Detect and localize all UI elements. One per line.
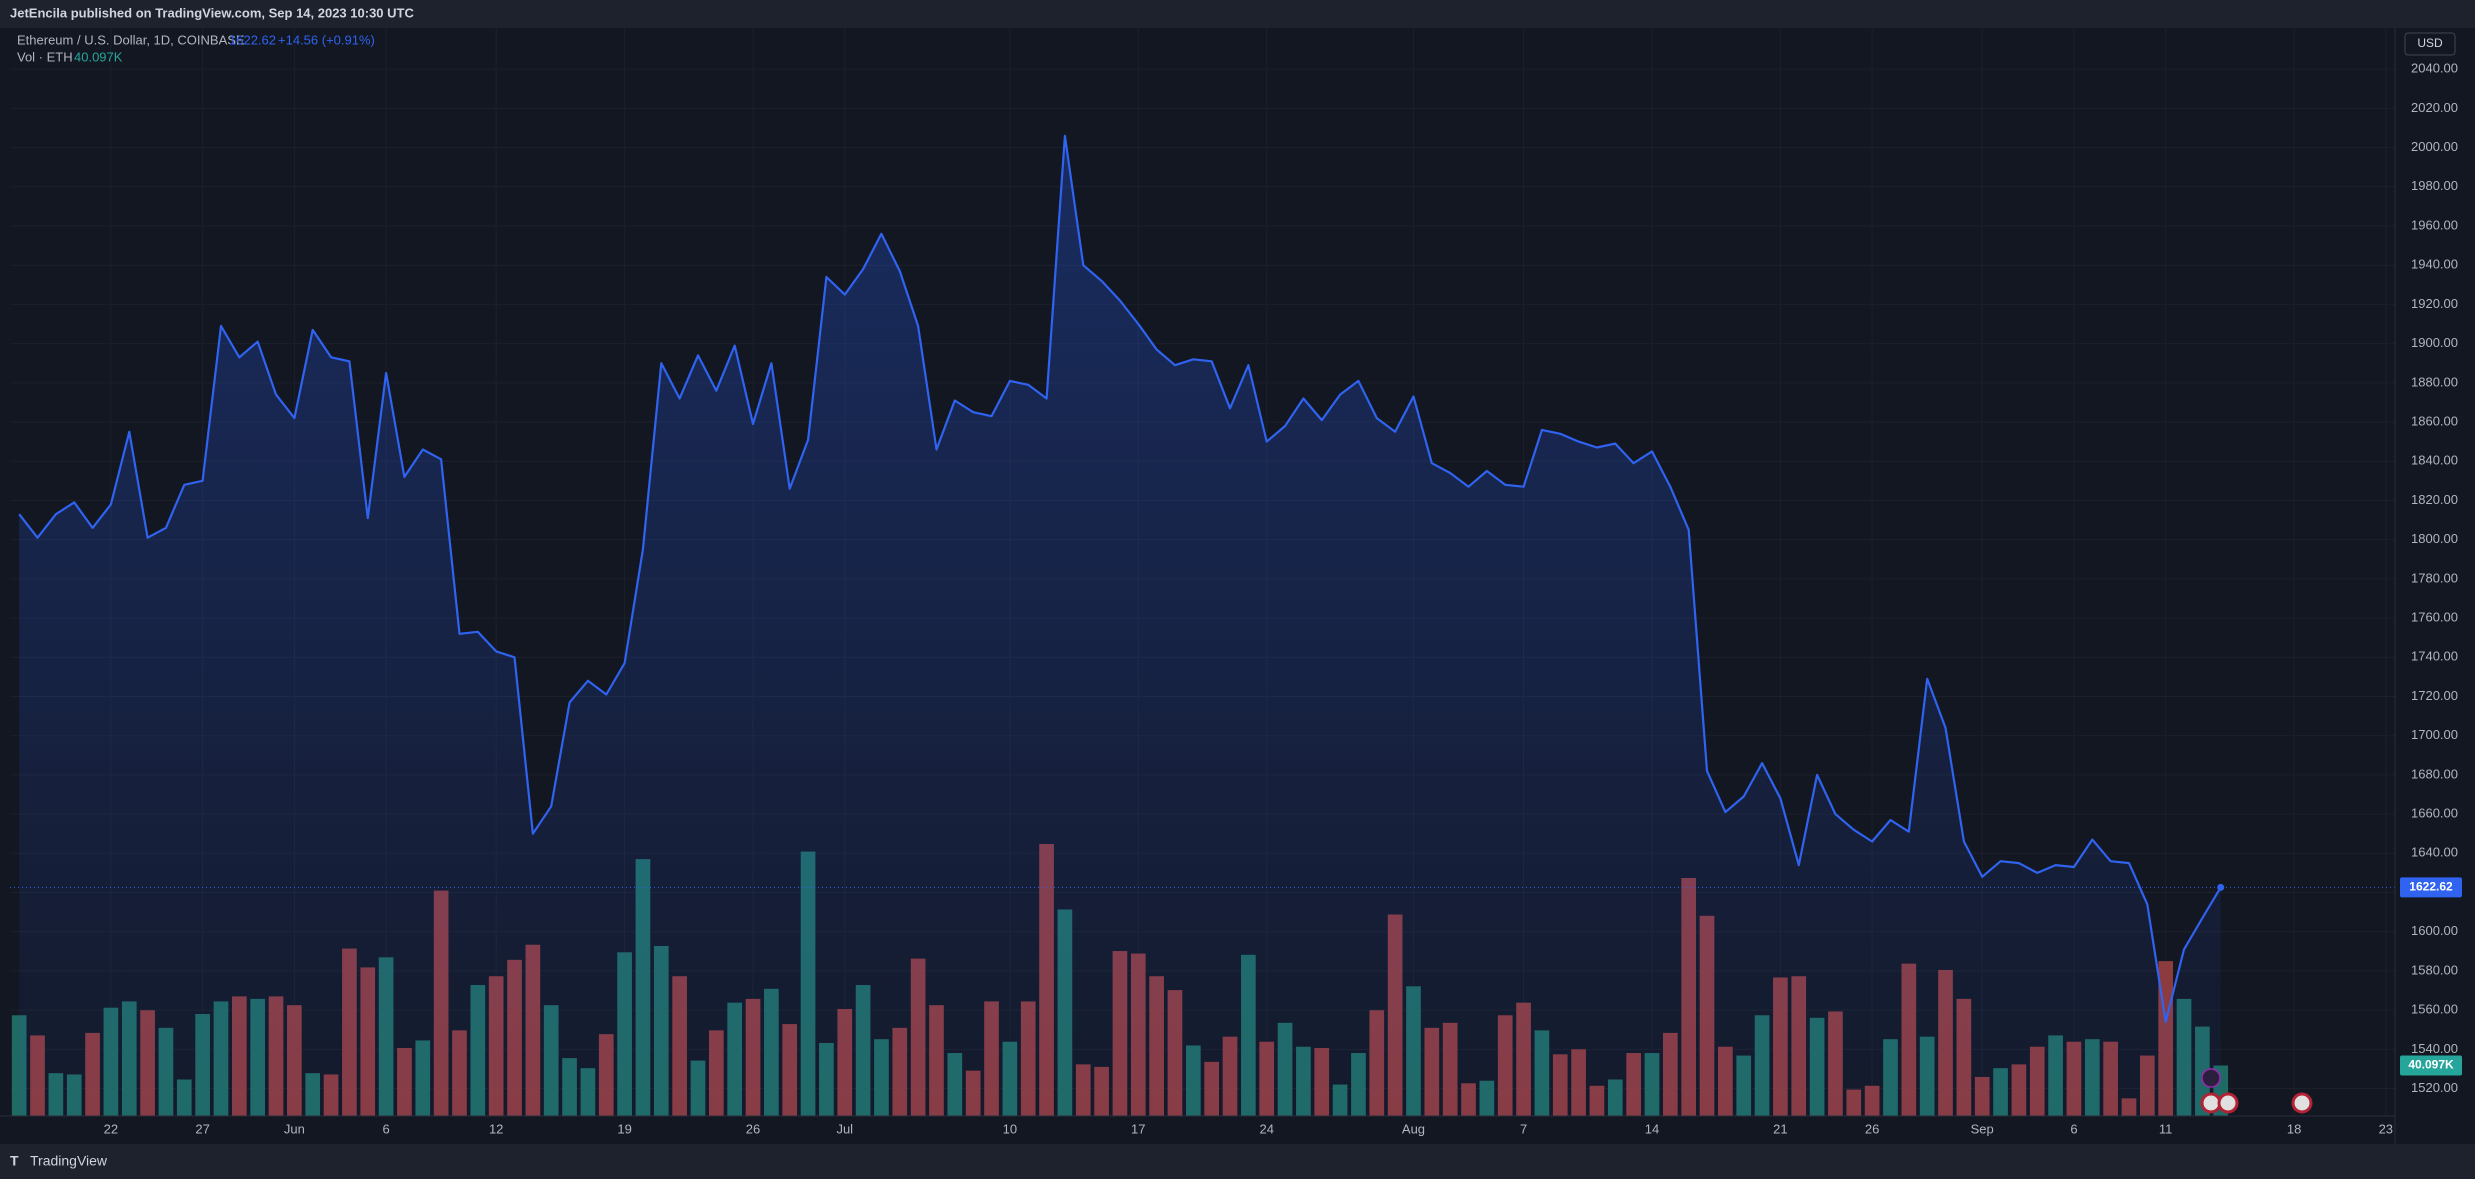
legend-volume: Vol · ETH bbox=[17, 49, 73, 64]
brand: TradingView bbox=[30, 1153, 108, 1169]
x-tick-label: 6 bbox=[2070, 1121, 2077, 1136]
x-tick-label: 17 bbox=[1131, 1121, 1145, 1136]
y-tick-label: 1900.00 bbox=[2411, 335, 2458, 350]
currency: USD bbox=[2417, 36, 2443, 50]
price bbox=[10, 134, 2395, 1117]
x-tick-label: 14 bbox=[1645, 1121, 1659, 1136]
brand-logo: T bbox=[10, 1153, 19, 1169]
x-tick-label: 10 bbox=[1003, 1121, 1017, 1136]
x-tick-label: Jun bbox=[284, 1121, 305, 1136]
last-volume-box bbox=[2400, 1055, 2462, 1076]
currency-box[interactable] bbox=[2404, 32, 2456, 56]
y-tick-label: 1560.00 bbox=[2411, 1002, 2458, 1017]
legend-price: 1622.62 bbox=[229, 32, 276, 47]
event-icon[interactable] bbox=[2200, 1092, 2222, 1114]
y-tick-label: 1820.00 bbox=[2411, 492, 2458, 507]
event-icon[interactable] bbox=[2291, 1092, 2313, 1114]
last-price-dot bbox=[2217, 883, 2225, 891]
price-area bbox=[19, 135, 2221, 1117]
x-tick-label: 7 bbox=[1520, 1121, 1527, 1136]
event-icon[interactable] bbox=[2201, 1068, 2221, 1088]
x-tick-label: 26 bbox=[1865, 1121, 1879, 1136]
y-tick-label: 1980.00 bbox=[2411, 178, 2458, 193]
x-tick-label: 23 bbox=[2379, 1121, 2393, 1136]
x-tick-label: 26 bbox=[746, 1121, 760, 1136]
event-icon[interactable] bbox=[2217, 1092, 2239, 1114]
legend-symbol: Ethereum / U.S. Dollar, 1D, COINBASE bbox=[17, 32, 245, 47]
y-tick-label: 1960.00 bbox=[2411, 217, 2458, 232]
x-tick-label: 18 bbox=[2287, 1121, 2301, 1136]
y-tick-label: 1660.00 bbox=[2411, 806, 2458, 821]
x-tick-label: Aug bbox=[1402, 1121, 1425, 1136]
x-tick-label: 11 bbox=[2159, 1121, 2173, 1136]
y-tick-label: 1740.00 bbox=[2411, 649, 2458, 664]
y-tick-label: 1520.00 bbox=[2411, 1080, 2458, 1095]
last-volume-label: 40.097K bbox=[2408, 1058, 2454, 1072]
y-tick-label: 1780.00 bbox=[2411, 570, 2458, 585]
legend-volume-value: 40.097K bbox=[74, 49, 123, 64]
x-tick-label: Sep bbox=[1971, 1121, 1994, 1136]
x-tick-label: 24 bbox=[1259, 1121, 1273, 1136]
bottom-bar bbox=[0, 1144, 2475, 1179]
x-tick-label: 19 bbox=[617, 1121, 631, 1136]
y-tick-label: 1940.00 bbox=[2411, 257, 2458, 272]
y-tick-label: 1760.00 bbox=[2411, 610, 2458, 625]
x-tick-label: 6 bbox=[382, 1121, 389, 1136]
y-tick-label: 1860.00 bbox=[2411, 413, 2458, 428]
y-tick-label: 2040.00 bbox=[2411, 61, 2458, 76]
legend-change: +14.56 (+0.91%) bbox=[278, 32, 375, 47]
top-bar bbox=[0, 0, 2475, 28]
last-price-box bbox=[2400, 877, 2462, 898]
publisher: JetEncila published on TradingView.com, … bbox=[10, 5, 414, 20]
y-tick-label: 1800.00 bbox=[2411, 531, 2458, 546]
price-line bbox=[18, 134, 2222, 1023]
y-tick-label: 1600.00 bbox=[2411, 923, 2458, 938]
x-tick-label: 21 bbox=[1773, 1121, 1787, 1136]
x-tick-label: Jul bbox=[836, 1121, 853, 1136]
last-price-label: 1622.62 bbox=[2409, 880, 2453, 894]
x-tick-label: 22 bbox=[104, 1121, 118, 1136]
y-tick-label: 1920.00 bbox=[2411, 296, 2458, 311]
x-tick-label: 12 bbox=[489, 1121, 503, 1136]
y-tick-label: 1840.00 bbox=[2411, 453, 2458, 468]
price-axis bbox=[2395, 28, 2475, 1144]
y-tick-label: 1580.00 bbox=[2411, 962, 2458, 977]
y-tick-label: 1640.00 bbox=[2411, 845, 2458, 860]
y-tick-label: 1700.00 bbox=[2411, 727, 2458, 742]
y-tick-label: 2020.00 bbox=[2411, 100, 2458, 115]
y-tick-label: 2000.00 bbox=[2411, 139, 2458, 154]
y-tick-label: 1720.00 bbox=[2411, 688, 2458, 703]
y-tick-label: 1540.00 bbox=[2411, 1041, 2458, 1056]
y-tick-label: 1880.00 bbox=[2411, 374, 2458, 389]
y-tick-label: 1680.00 bbox=[2411, 766, 2458, 781]
x-tick-label: 27 bbox=[195, 1121, 209, 1136]
